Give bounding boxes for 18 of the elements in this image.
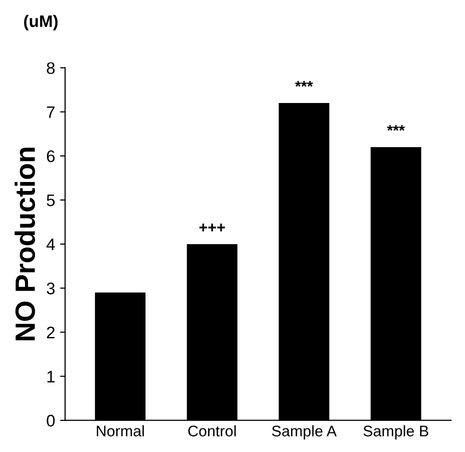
annotation: +++ (199, 224, 225, 232)
y-tick-label: 2 (46, 326, 55, 338)
y-tick-label: 7 (46, 106, 55, 118)
y-tick-label: 6 (46, 150, 55, 162)
x-tick-label: Sample A (272, 425, 337, 440)
annotation: *** (387, 125, 405, 131)
x-tick-label: Control (188, 425, 236, 436)
x-tick-label: Sample B (363, 425, 428, 440)
y-tick-label: 8 (46, 62, 55, 74)
y-axis-title: NO Production (14, 148, 36, 340)
y-tick-label: 5 (46, 194, 55, 206)
y-tick-label: 3 (46, 282, 55, 294)
y-tick-label: 1 (47, 370, 55, 382)
y-tick-label: 4 (46, 238, 55, 250)
x-tick-label: Normal (96, 425, 144, 436)
text: (uM) (24, 14, 58, 30)
y-tick-label: 0 (46, 414, 55, 427)
annotation: *** (295, 81, 313, 87)
